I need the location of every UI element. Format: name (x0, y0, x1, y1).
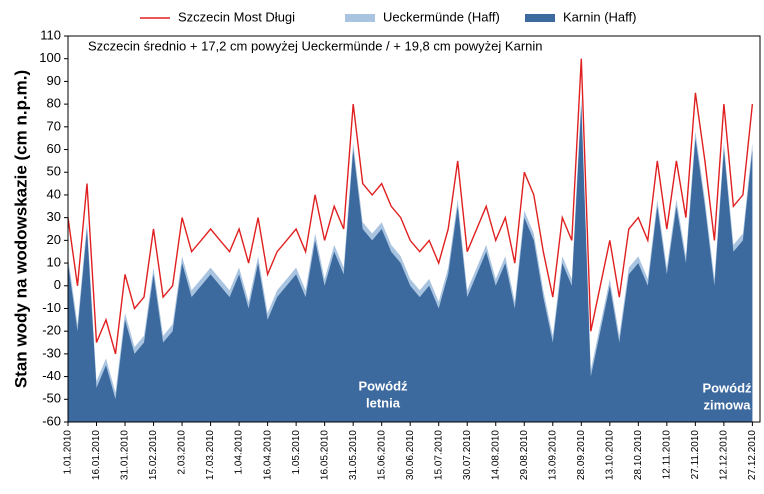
y-tick-label: 40 (47, 186, 61, 201)
flood-label: zimowa (704, 397, 752, 412)
plot-layer (67, 58, 754, 423)
flood-label: Powódź (702, 380, 752, 395)
y-tick-label: -10 (42, 300, 61, 315)
legend-label: Karnin (Haff) (563, 9, 636, 24)
plot-frame (67, 35, 761, 423)
y-tick-label: 30 (47, 209, 61, 224)
y-tick-label: 90 (47, 73, 61, 88)
x-tick-label: 17.03.2010 (205, 430, 216, 480)
flood-label: letnia (366, 395, 401, 410)
line (67, 58, 754, 355)
x-tick-label: 16.05.2010 (319, 430, 330, 480)
x-tick-label: 31.05.2010 (348, 430, 359, 480)
area (68, 104, 753, 422)
x-tick-label: 27.11.2010 (690, 430, 701, 480)
x-tick-label: 16.01.2010 (91, 430, 102, 480)
x-tick-label: 14.08.2010 (490, 430, 501, 480)
x-tick-label: 12.11.2010 (661, 430, 672, 480)
y-tick-label: 80 (47, 96, 61, 111)
y-tick-label: 50 (47, 164, 61, 179)
x-tick-label: 15.06.2010 (376, 430, 387, 480)
y-tick-label: -60 (42, 413, 61, 428)
x-tick-label: 13.09.2010 (547, 430, 558, 480)
x-tick-label: 15.07.2010 (433, 430, 444, 480)
y-axis-label: Stan wody na wodowskazie (cm n.p.m.) (11, 70, 30, 388)
legend-swatch (345, 14, 375, 22)
x-tick-label: 13.10.2010 (604, 430, 615, 480)
x-tick-label: 15.02.2010 (148, 430, 159, 480)
x-tick-label: 28.10.2010 (633, 430, 644, 480)
y-tick-label: 10 (47, 254, 61, 269)
y-tick-label: -40 (42, 368, 61, 383)
flood-label: Powódź (358, 378, 408, 393)
legend-label: Szczecin Most Długi (178, 9, 295, 24)
x-tick-label: 16.04.2010 (262, 430, 273, 480)
x-tick-label: 29.08.2010 (519, 430, 530, 480)
x-tick-label: 28.09.2010 (576, 430, 587, 480)
x-tick-label: 30.06.2010 (405, 430, 416, 480)
y-tick-label: 20 (47, 232, 61, 247)
x-tick-label: 1.04.2010 (234, 430, 245, 475)
y-tick-label: -20 (42, 323, 61, 338)
legend-swatch (525, 14, 555, 22)
y-tick-label: -30 (42, 345, 61, 360)
legend-label: Ueckermünde (Haff) (383, 9, 500, 24)
y-tick-label: 60 (47, 141, 61, 156)
x-tick-label: 1.05.2010 (291, 430, 302, 475)
y-tick-label: 70 (47, 118, 61, 133)
y-tick-label: 0 (54, 277, 61, 292)
x-tick-label: 31.01.2010 (120, 430, 131, 480)
x-tick-label: 1.01.2010 (63, 430, 74, 475)
y-tick-label: 100 (39, 50, 61, 65)
x-tick-label: 27.12.2010 (747, 430, 758, 480)
y-tick-label: 110 (40, 27, 61, 42)
x-tick-label: 12.12.2010 (719, 430, 730, 480)
y-tick-label: -50 (42, 391, 61, 406)
x-tick-label: 30.07.2010 (462, 430, 473, 480)
note: Szczecin średnio + 17,2 cm powyżej Uecke… (88, 38, 543, 53)
x-tick-label: 2.03.2010 (177, 430, 188, 475)
